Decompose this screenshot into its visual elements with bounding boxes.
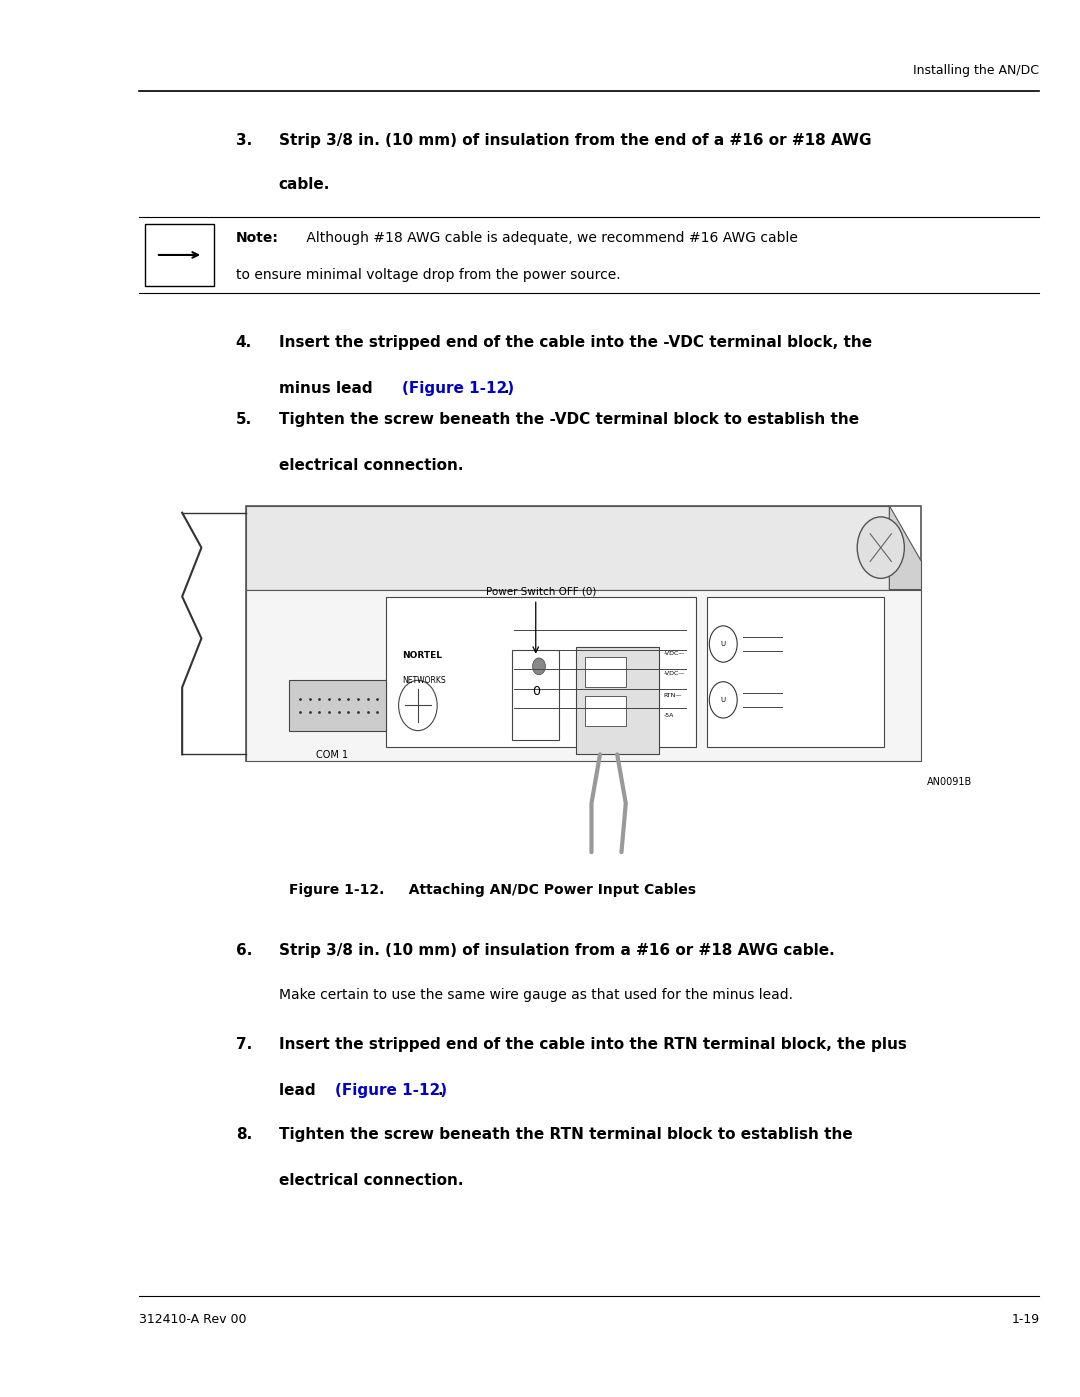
Text: RTN—: RTN— bbox=[663, 693, 681, 698]
Text: 4.: 4. bbox=[235, 335, 252, 351]
Bar bbox=[246, 590, 921, 761]
Text: -VDC—: -VDC— bbox=[663, 651, 685, 657]
Text: Insert the stripped end of the cable into the -VDC terminal block, the: Insert the stripped end of the cable int… bbox=[279, 335, 872, 351]
Text: Installing the AN/DC: Installing the AN/DC bbox=[914, 64, 1039, 77]
Text: .: . bbox=[503, 381, 510, 397]
Text: AN0091B: AN0091B bbox=[927, 777, 972, 788]
Text: Note:: Note: bbox=[235, 231, 279, 244]
Text: -VDC—: -VDC— bbox=[663, 671, 685, 676]
Text: NETWORKS: NETWORKS bbox=[402, 676, 445, 685]
Circle shape bbox=[858, 517, 904, 578]
Text: minus lead: minus lead bbox=[279, 381, 378, 397]
Text: electrical connection.: electrical connection. bbox=[279, 458, 463, 474]
Text: 7.: 7. bbox=[235, 1037, 252, 1052]
Bar bbox=[289, 680, 386, 731]
Bar bbox=[512, 650, 559, 740]
Bar bbox=[577, 647, 659, 754]
Text: electrical connection.: electrical connection. bbox=[279, 1173, 463, 1189]
Bar bbox=[145, 224, 214, 286]
Text: Strip 3/8 in. (10 mm) of insulation from the end of a #16 or #18 AWG: Strip 3/8 in. (10 mm) of insulation from… bbox=[279, 133, 872, 148]
Text: 0: 0 bbox=[531, 685, 540, 698]
Text: (Figure 1-12): (Figure 1-12) bbox=[402, 381, 514, 397]
Text: to ensure minimal voltage drop from the power source.: to ensure minimal voltage drop from the … bbox=[235, 268, 620, 282]
Bar bbox=[246, 506, 889, 590]
Text: Although #18 AWG cable is adequate, we recommend #16 AWG cable: Although #18 AWG cable is adequate, we r… bbox=[302, 231, 798, 244]
Text: Insert the stripped end of the cable into the RTN terminal block, the plus: Insert the stripped end of the cable int… bbox=[279, 1037, 906, 1052]
Text: .: . bbox=[437, 1083, 443, 1098]
Text: Power Switch OFF (0): Power Switch OFF (0) bbox=[486, 587, 596, 597]
Text: Make certain to use the same wire gauge as that used for the minus lead.: Make certain to use the same wire gauge … bbox=[279, 988, 793, 1002]
Text: 6.: 6. bbox=[235, 943, 252, 958]
Text: 1-19: 1-19 bbox=[1011, 1313, 1039, 1326]
Bar bbox=[246, 506, 921, 761]
Bar bbox=[585, 696, 625, 726]
Text: COM 1: COM 1 bbox=[316, 750, 348, 760]
Text: NORTEL: NORTEL bbox=[402, 651, 442, 659]
Text: U: U bbox=[720, 697, 726, 703]
Text: 5.: 5. bbox=[235, 412, 252, 427]
Text: lead: lead bbox=[279, 1083, 321, 1098]
Text: Strip 3/8 in. (10 mm) of insulation from a #16 or #18 AWG cable.: Strip 3/8 in. (10 mm) of insulation from… bbox=[279, 943, 835, 958]
Bar bbox=[585, 657, 625, 687]
Text: (Figure 1-12): (Figure 1-12) bbox=[336, 1083, 447, 1098]
Polygon shape bbox=[889, 506, 921, 590]
Circle shape bbox=[532, 658, 545, 675]
Text: Figure 1-12.     Attaching AN/DC Power Input Cables: Figure 1-12. Attaching AN/DC Power Input… bbox=[289, 883, 697, 897]
Bar bbox=[707, 597, 885, 747]
Text: cable.: cable. bbox=[279, 177, 330, 193]
Bar bbox=[386, 597, 697, 747]
Text: 312410-A Rev 00: 312410-A Rev 00 bbox=[139, 1313, 247, 1326]
Text: Tighten the screw beneath the RTN terminal block to establish the: Tighten the screw beneath the RTN termin… bbox=[279, 1127, 852, 1143]
Text: Tighten the screw beneath the -VDC terminal block to establish the: Tighten the screw beneath the -VDC termi… bbox=[279, 412, 859, 427]
Text: 3.: 3. bbox=[235, 133, 252, 148]
Text: -5A: -5A bbox=[663, 712, 674, 718]
Text: 8.: 8. bbox=[235, 1127, 252, 1143]
Text: U: U bbox=[720, 641, 726, 647]
